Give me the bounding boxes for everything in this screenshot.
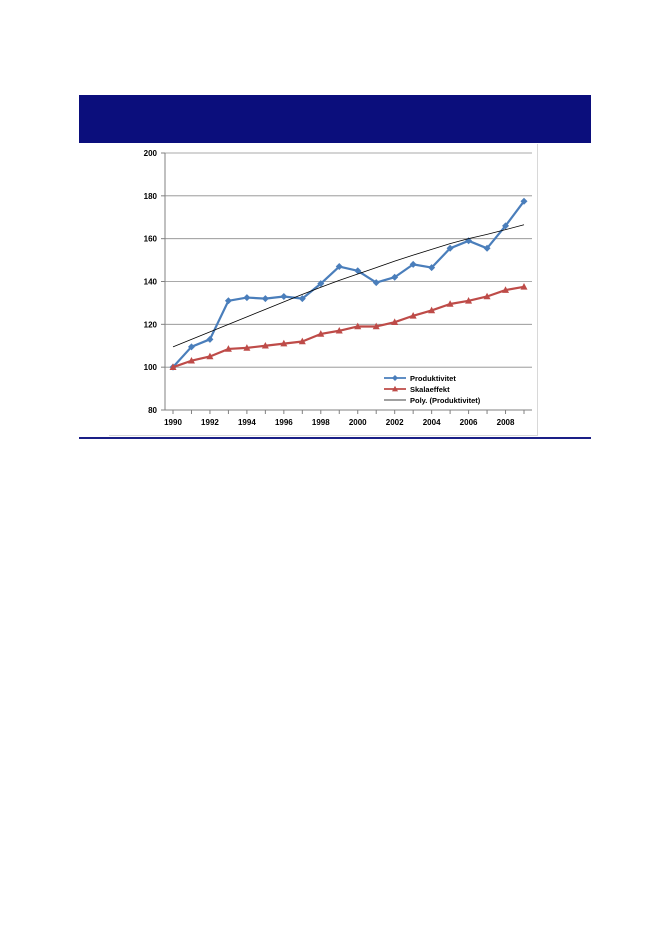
legend-marker	[392, 375, 398, 381]
chart-axes	[161, 152, 532, 414]
data-point-skalaeffekt	[483, 292, 491, 300]
series-line-produktivitet	[172, 200, 525, 368]
data-point-produktivitet	[335, 263, 343, 271]
data-point-skalaeffekt	[169, 363, 177, 370]
x-tick-label: 1990	[164, 418, 182, 427]
x-tick-label: 1994	[238, 418, 256, 427]
legend-label: Poly. (Produktivitet)	[410, 396, 481, 405]
data-point-produktivitet	[520, 197, 528, 205]
data-point-skalaeffekt	[354, 322, 362, 330]
y-tick-label: 100	[144, 363, 158, 372]
grid-lines	[165, 152, 532, 368]
data-point-produktivitet	[243, 294, 251, 302]
legend-label: Skalaeffekt	[410, 385, 450, 394]
data-point-produktivitet	[298, 295, 306, 303]
data-point-skalaeffekt	[335, 326, 343, 334]
bottom-rule	[79, 437, 591, 439]
chart-frame: 80 100 120 140 160 180 200 1990 1992 1994 1996 199…	[109, 144, 538, 436]
x-tick-label: 2000	[349, 418, 367, 427]
data-point-skalaeffekt	[317, 330, 325, 337]
y-tick-label: 120	[144, 320, 158, 329]
series-layer	[169, 197, 528, 371]
x-tick-label: 2002	[386, 418, 404, 427]
y-tick-label: 160	[144, 235, 158, 244]
series-line-skalaeffekt	[172, 285, 525, 369]
data-point-skalaeffekt	[372, 322, 380, 330]
data-point-skalaeffekt	[465, 296, 473, 304]
data-point-produktivitet	[391, 273, 399, 281]
x-tick-label: 1998	[312, 418, 330, 427]
data-point-produktivitet	[206, 335, 214, 343]
x-tick-label: 2006	[460, 418, 478, 427]
data-point-produktivitet	[409, 260, 417, 268]
y-tick-label: 180	[144, 192, 158, 201]
data-point-produktivitet	[428, 264, 436, 272]
data-point-produktivitet	[261, 295, 269, 303]
y-tick-label: 80	[148, 406, 157, 415]
data-point-skalaeffekt	[187, 356, 195, 364]
y-tick-labels: 80 100 120 140 160 180 200	[144, 149, 158, 415]
y-tick-label: 200	[144, 149, 158, 158]
x-tick-labels: 1990 1992 1994 1996 1998 2000 2002 2004 2006 2008	[164, 418, 515, 427]
x-tick-label: 1992	[201, 418, 219, 427]
data-point-skalaeffekt	[391, 318, 399, 325]
legend-marker	[392, 385, 398, 392]
data-point-skalaeffekt	[428, 306, 436, 314]
data-point-produktivitet	[446, 244, 454, 252]
data-point-skalaeffekt	[243, 344, 251, 351]
data-point-produktivitet	[224, 297, 232, 305]
data-point-skalaeffekt	[206, 352, 214, 360]
data-point-produktivitet	[502, 222, 510, 230]
data-point-skalaeffekt	[261, 341, 269, 349]
data-point-produktivitet	[317, 280, 325, 288]
data-point-skalaeffekt	[409, 311, 417, 319]
data-point-skalaeffekt	[446, 300, 454, 307]
data-point-produktivitet	[483, 244, 491, 252]
data-point-produktivitet	[187, 343, 195, 351]
x-tick-label: 2004	[423, 418, 441, 427]
data-point-produktivitet	[280, 292, 288, 300]
data-point-skalaeffekt	[520, 283, 528, 290]
legend-label: Produktivitet	[410, 374, 456, 383]
data-point-skalaeffekt	[502, 286, 510, 293]
data-point-produktivitet	[372, 279, 380, 287]
data-point-skalaeffekt	[224, 345, 232, 352]
y-tick-label: 140	[144, 278, 158, 287]
series-line-poly-produktivitet	[172, 224, 525, 348]
header-banner	[79, 95, 591, 143]
legend: Produktivitet Skalaeffekt Poly. (Produktiv…	[384, 374, 481, 405]
x-tick-label: 2008	[497, 418, 515, 427]
x-tick-label: 1996	[275, 418, 293, 427]
data-point-skalaeffekt	[298, 337, 306, 345]
data-point-skalaeffekt	[280, 339, 288, 347]
